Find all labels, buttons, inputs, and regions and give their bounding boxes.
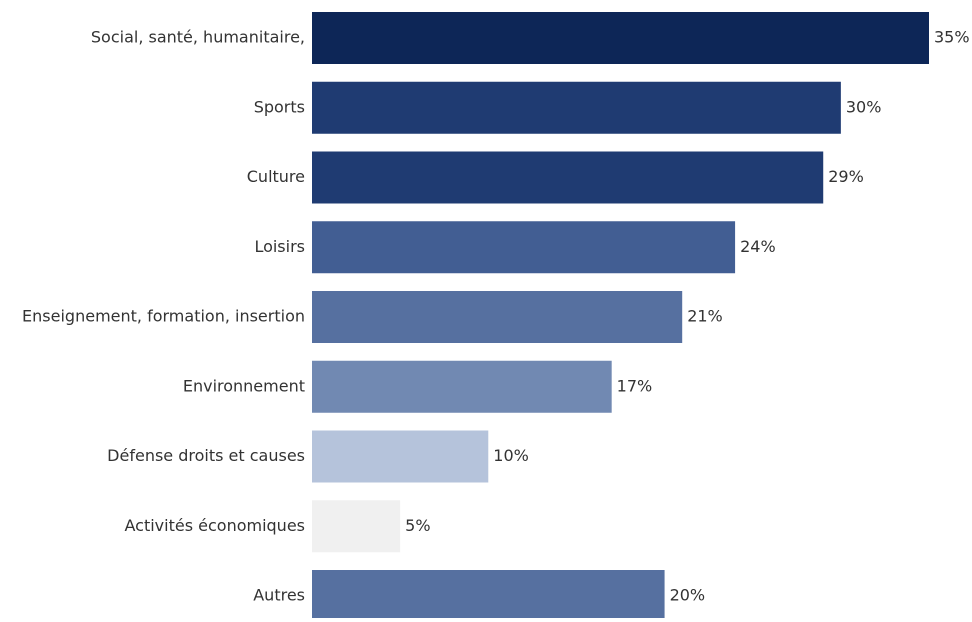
category-label: Enseignement, formation, insertion	[22, 307, 305, 326]
bar-value-label: 17%	[617, 376, 653, 395]
bar[interactable]	[312, 81, 841, 134]
bar[interactable]	[312, 500, 401, 553]
bar[interactable]	[312, 360, 612, 413]
bar-value-label: 35%	[934, 28, 970, 47]
value-labels: 35% 30% 29% 24% 21% 17% 10% 5% 20%	[405, 28, 969, 605]
bar-value-label: 29%	[828, 167, 864, 186]
category-label: Social, santé, humanitaire,	[91, 28, 305, 47]
bar-value-label: 10%	[493, 446, 529, 465]
category-label: Activités économiques	[125, 516, 306, 535]
bar-value-label: 21%	[687, 307, 723, 326]
category-label: Environnement	[183, 376, 305, 395]
category-label: Autres	[253, 586, 305, 605]
bar[interactable]	[312, 12, 929, 64]
bar[interactable]	[312, 570, 665, 622]
bar[interactable]	[312, 430, 489, 483]
category-label: Culture	[247, 167, 305, 186]
bar-value-label: 5%	[405, 516, 430, 535]
category-label: Sports	[254, 97, 305, 116]
bar[interactable]	[312, 221, 736, 274]
bar[interactable]	[312, 151, 824, 204]
category-labels: Social, santé, humanitaire, Sports Culture…	[22, 28, 305, 605]
bar[interactable]	[312, 291, 683, 343]
category-label: Défense droits et causes	[107, 446, 305, 465]
category-label: Loisirs	[254, 237, 305, 256]
bar-value-label: 30%	[846, 97, 882, 116]
bar-value-label: 24%	[740, 237, 776, 256]
bar-value-label: 20%	[670, 586, 706, 605]
bars	[312, 12, 929, 622]
